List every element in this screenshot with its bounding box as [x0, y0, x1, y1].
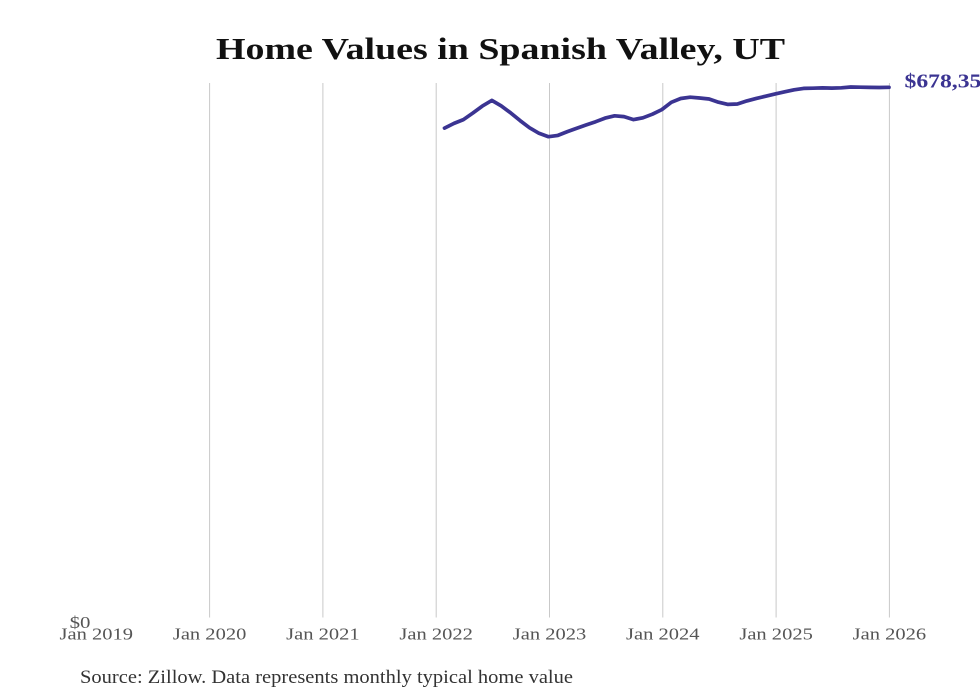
- svg-text:Jan 2021: Jan 2021: [286, 624, 360, 643]
- svg-text:Jan 2025: Jan 2025: [739, 624, 813, 643]
- svg-text:Home Values in Spanish Valley,: Home Values in Spanish Valley, UT: [216, 31, 785, 66]
- svg-text:Jan 2019: Jan 2019: [60, 624, 134, 643]
- svg-text:Source: Zillow. Data represent: Source: Zillow. Data represents monthly …: [80, 667, 573, 688]
- svg-text:Jan 2024: Jan 2024: [626, 624, 700, 643]
- svg-text:$0: $0: [70, 613, 91, 632]
- svg-text:Jan 2022: Jan 2022: [399, 624, 473, 643]
- svg-text:Jan 2026: Jan 2026: [853, 624, 927, 643]
- svg-text:$678,354: $678,354: [905, 70, 980, 92]
- svg-text:Jan 2020: Jan 2020: [173, 624, 247, 643]
- svg-text:Jan 2023: Jan 2023: [513, 624, 587, 643]
